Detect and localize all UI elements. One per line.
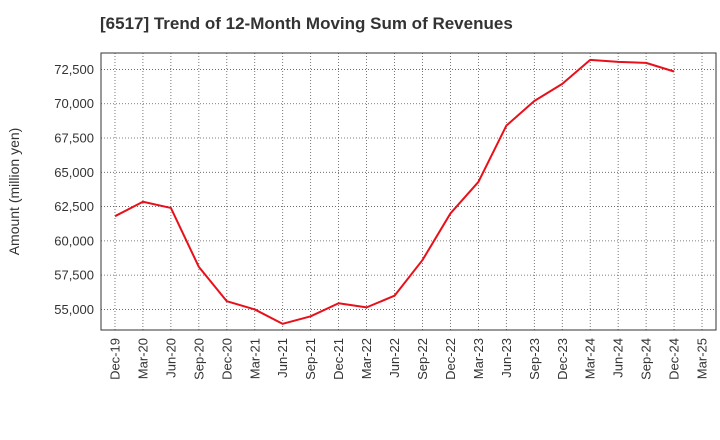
y-tick-label: 62,500 bbox=[54, 199, 94, 214]
y-tick-labels: 55,000 57,500 60,000 62,500 65,000 67,500 70,0… bbox=[54, 62, 94, 317]
x-tick-label: Mar-20 bbox=[135, 338, 150, 379]
x-tick-label: Jun-21 bbox=[275, 338, 290, 378]
x-tick-label: Mar-21 bbox=[247, 338, 262, 379]
x-tick-label: Dec-22 bbox=[443, 338, 458, 380]
x-tick-label: Dec-23 bbox=[555, 338, 570, 380]
plot-frame bbox=[100, 52, 717, 331]
x-tick-label: Sep-20 bbox=[191, 338, 206, 380]
x-tick-label: Mar-22 bbox=[359, 338, 374, 379]
y-axis-title: Amount (million yen) bbox=[6, 128, 22, 256]
x-tick-label: Sep-21 bbox=[303, 338, 318, 380]
x-tick-label: Jun-24 bbox=[611, 338, 626, 378]
y-tick-label: 55,000 bbox=[54, 302, 94, 317]
x-tick-label: Sep-22 bbox=[415, 338, 430, 380]
x-tick-label: Mar-24 bbox=[583, 338, 598, 379]
y-tick-label: 57,500 bbox=[54, 268, 94, 283]
grid-layer bbox=[101, 53, 716, 330]
x-tick-label: Mar-25 bbox=[695, 338, 710, 379]
x-tick-label: Sep-23 bbox=[527, 338, 542, 380]
y-tick-label: 70,000 bbox=[54, 96, 94, 111]
series-line bbox=[114, 58, 675, 325]
x-tick-label: Dec-21 bbox=[331, 338, 346, 380]
x-tick-label: Jun-22 bbox=[387, 338, 402, 378]
x-tick-labels: Dec-19 Mar-20 Jun-20 Sep-20 Dec-20 Mar-21 Jun-… bbox=[107, 338, 709, 380]
chart-title: [6517] Trend of 12-Month Moving Sum of R… bbox=[100, 14, 513, 33]
x-tick-label: Dec-24 bbox=[667, 338, 682, 380]
x-tick-label: Jun-23 bbox=[499, 338, 514, 378]
y-tick-label: 72,500 bbox=[54, 62, 94, 77]
y-tick-label: 67,500 bbox=[54, 131, 94, 146]
y-tick-label: 60,000 bbox=[54, 233, 94, 248]
x-tick-label: Mar-23 bbox=[471, 338, 486, 379]
x-tick-label: Sep-24 bbox=[639, 338, 654, 380]
x-tick-label: Jun-20 bbox=[163, 338, 178, 378]
series-layer bbox=[114, 58, 675, 325]
y-tick-label: 65,000 bbox=[54, 165, 94, 180]
x-tick-label: Dec-19 bbox=[107, 338, 122, 380]
x-tick-label: Dec-20 bbox=[219, 338, 234, 380]
